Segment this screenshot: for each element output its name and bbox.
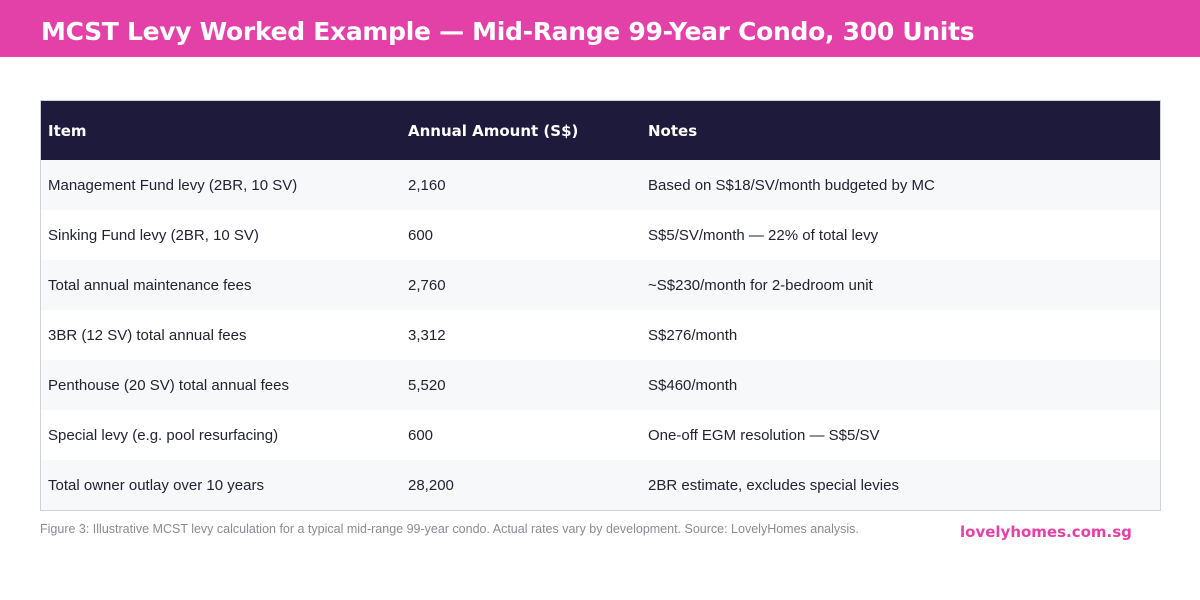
- cell-notes: 2BR estimate, excludes special levies: [648, 476, 899, 494]
- title-bar: MCST Levy Worked Example — Mid-Range 99-…: [0, 0, 1200, 57]
- figure-caption: Figure 3: Illustrative MCST levy calcula…: [40, 522, 859, 536]
- cell-notes: Based on S$18/SV/month budgeted by MC: [648, 176, 935, 194]
- cell-notes: S$276/month: [648, 326, 738, 344]
- cell-amount: 28,200: [408, 476, 454, 494]
- column-header-item: Item: [48, 121, 87, 140]
- page-title: MCST Levy Worked Example — Mid-Range 99-…: [41, 17, 975, 46]
- cell-notes: One-off EGM resolution — S$5/SV: [648, 426, 880, 444]
- table-row: Special levy (e.g. pool resurfacing) 600…: [41, 410, 1160, 460]
- brand-link[interactable]: lovelyhomes.com.sg: [960, 523, 1132, 541]
- table-header-row: Item Annual Amount (S$) Notes: [41, 101, 1160, 160]
- table-row: Management Fund levy (2BR, 10 SV) 2,160 …: [41, 160, 1160, 210]
- table-row: Sinking Fund levy (2BR, 10 SV) 600 S$5/S…: [41, 210, 1160, 260]
- column-header-annual-amount: Annual Amount (S$): [408, 121, 579, 140]
- cell-item: Total owner outlay over 10 years: [48, 476, 264, 494]
- cell-amount: 5,520: [408, 376, 446, 394]
- table-row: 3BR (12 SV) total annual fees 3,312 S$27…: [41, 310, 1160, 360]
- cell-notes: ~S$230/month for 2-bedroom unit: [648, 276, 873, 294]
- cell-item: 3BR (12 SV) total annual fees: [48, 326, 247, 344]
- cell-amount: 2,160: [408, 176, 446, 194]
- table-row: Total owner outlay over 10 years 28,200 …: [41, 460, 1160, 510]
- cell-item: Special levy (e.g. pool resurfacing): [48, 426, 279, 444]
- cell-notes: S$5/SV/month — 22% of total levy: [648, 226, 879, 244]
- cell-amount: 3,312: [408, 326, 446, 344]
- cell-item: Penthouse (20 SV) total annual fees: [48, 376, 289, 394]
- cell-amount: 600: [408, 226, 434, 244]
- table-row: Total annual maintenance fees 2,760 ~S$2…: [41, 260, 1160, 310]
- cell-amount: 2,760: [408, 276, 446, 294]
- cell-item: Management Fund levy (2BR, 10 SV): [48, 176, 298, 194]
- levy-table-container: Item Annual Amount (S$) Notes Management…: [40, 100, 1161, 511]
- cell-amount: 600: [408, 426, 434, 444]
- column-header-notes: Notes: [648, 121, 698, 140]
- cell-item: Sinking Fund levy (2BR, 10 SV): [48, 226, 259, 244]
- levy-table: Item Annual Amount (S$) Notes Management…: [41, 101, 1160, 510]
- table-row: Penthouse (20 SV) total annual fees 5,52…: [41, 360, 1160, 410]
- cell-notes: S$460/month: [648, 376, 738, 394]
- cell-item: Total annual maintenance fees: [48, 276, 252, 294]
